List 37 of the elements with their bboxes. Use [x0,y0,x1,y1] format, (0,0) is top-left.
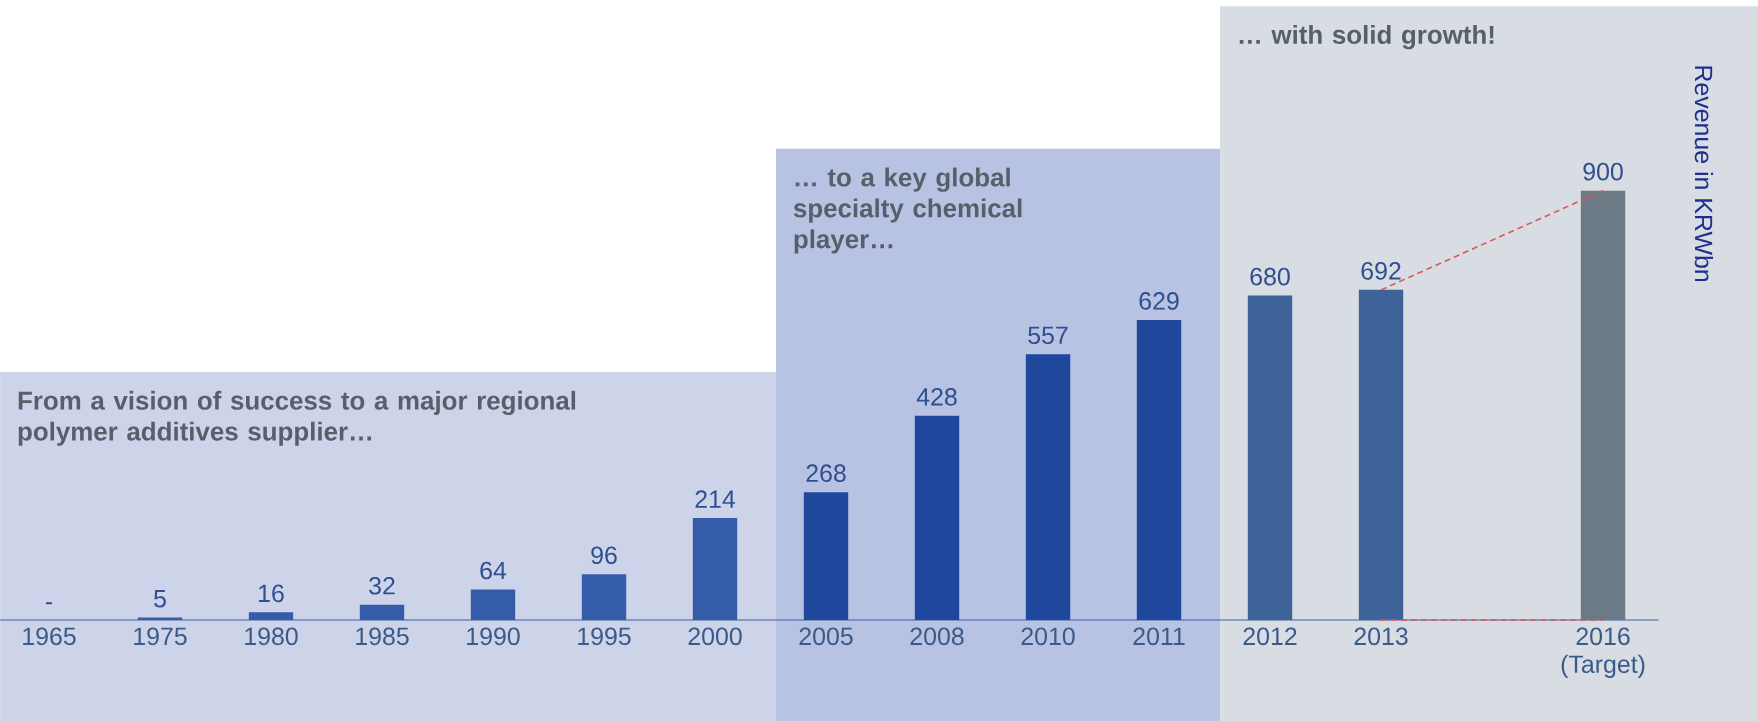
data-label: 5 [154,590,166,608]
x-tick-label: 1985 [356,627,409,646]
bar [914,415,960,620]
x-tick-label: 2011 [1133,627,1185,646]
x-tick-label: 1965 [23,627,76,646]
x-tick-label: 2005 [799,627,853,646]
bar [1580,190,1626,620]
x-tick-label: 2012 [1243,627,1297,646]
band-label: From a vision of success to a major regional polymer additives supplier… [18,390,576,446]
x-tick-label: 2008 [910,627,964,646]
x-tick-label: 1975 [134,627,187,646]
data-label: 680 [1250,267,1290,286]
x-tick-label: 2010 [1021,627,1075,646]
data-label: 268 [806,464,846,482]
y-axis-title: Revenue in KRWbn [1694,66,1714,282]
data-label: 96 [591,546,617,565]
data-label: 900 [1583,162,1623,181]
data-label: 557 [1028,326,1068,345]
data-label: 629 [1139,292,1179,310]
bar [1136,319,1182,620]
data-label: 16 [259,584,284,603]
data-label: 214 [695,490,736,508]
x-tick-label: 1995 [578,627,631,646]
data-label: 32 [369,576,395,595]
data-label: 692 [1361,262,1401,280]
text: - [45,602,53,605]
band-label: … with solid growth! [1239,24,1494,50]
x-tick-label: 2016 (Target) [1561,627,1645,678]
x-tick-label: 2013 [1354,627,1408,646]
data-label: 428 [916,388,957,406]
x-tick-label: 1980 [245,627,298,646]
band-label: … to a key global specialty chemical player… [793,167,1022,254]
x-tick-label: 1990 [467,627,520,646]
bar [803,492,849,620]
data-label: 64 [480,561,507,580]
bar [1025,354,1071,620]
x-tick-label: 2000 [688,627,742,646]
